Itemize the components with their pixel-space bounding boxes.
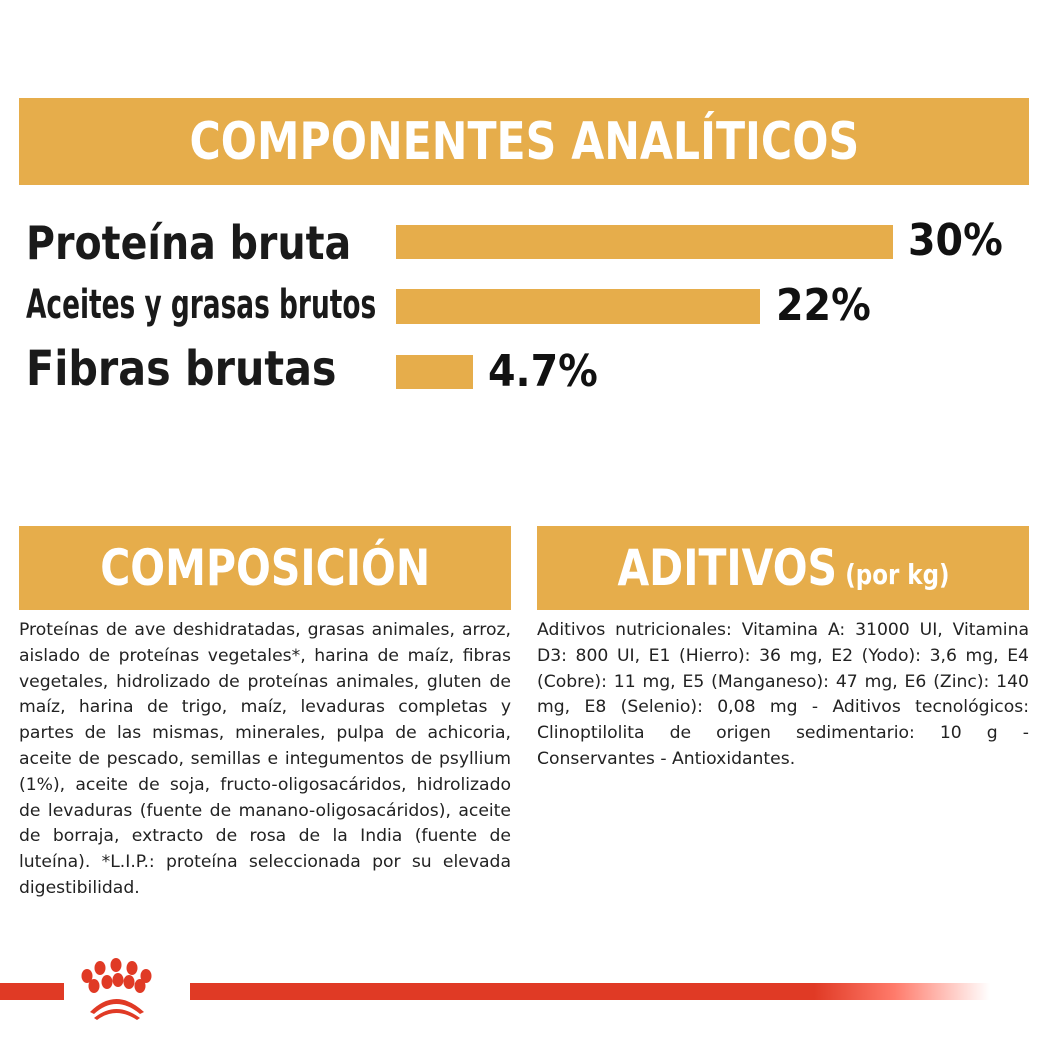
row-label-fats: Aceites y grasas brutos	[26, 282, 377, 328]
footer-line-left	[0, 983, 64, 1000]
additives-subtitle: (por kg)	[844, 557, 950, 591]
value-protein: 30%	[908, 215, 1003, 266]
value-fats: 22%	[776, 280, 871, 331]
footer-line-right	[190, 983, 990, 1000]
value-fiber: 4.7%	[488, 346, 598, 397]
additives-title: ADITIVOS	[616, 539, 837, 597]
analytic-components-banner: COMPONENTES ANALÍTICOS	[19, 98, 1029, 185]
composition-title: COMPOSICIÓN	[100, 539, 430, 597]
additives-heading: ADITIVOS (por kg)	[617, 539, 949, 597]
bar-fiber	[396, 355, 473, 389]
bar-fats	[396, 289, 760, 324]
crown-paw-icon	[81, 958, 152, 1020]
composition-banner: COMPOSICIÓN	[19, 526, 511, 610]
composition-text: Proteínas de ave deshidratadas, grasas a…	[19, 620, 511, 898]
row-label-fiber: Fibras brutas	[26, 341, 337, 397]
additives-text: Aditivos nutricionales: Vitamina A: 3100…	[537, 620, 1029, 769]
row-label-protein: Proteína bruta	[26, 216, 352, 270]
bar-protein	[396, 225, 893, 259]
analytic-components-title: COMPONENTES ANALÍTICOS	[189, 111, 859, 172]
additives-banner: ADITIVOS (por kg)	[537, 526, 1029, 610]
